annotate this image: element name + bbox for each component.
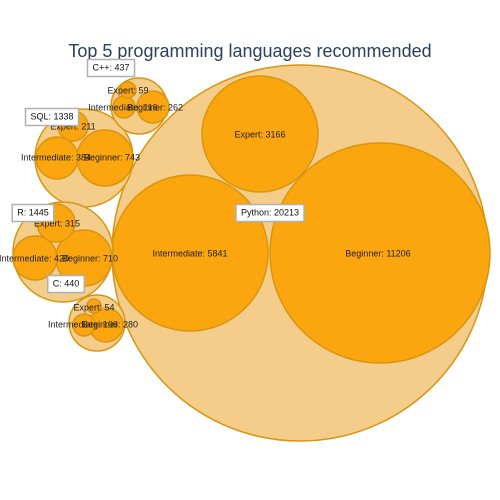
child-label-r-beginner: Beginner: 710 <box>62 253 118 263</box>
chart-title: Top 5 programming languages recommended <box>68 41 431 61</box>
child-label-c-intermediate: Intermediate: 106 <box>48 319 118 329</box>
child-label-c-expert: Expert: 54 <box>73 302 114 312</box>
tag-sql: SQL: 1338 <box>24 107 80 127</box>
child-label-sql-intermediate: Intermediate: 384 <box>21 152 91 162</box>
child-bubble-sql-intermediate[interactable] <box>35 136 79 180</box>
child-label-python-expert: Expert: 3166 <box>234 129 285 139</box>
tag-group: Python: 20213 SQL: 1338 R: 1445 C++: 437 C: … <box>11 58 305 294</box>
child-label-python-beginner: Beginner: 11206 <box>345 248 410 258</box>
child-label-r-expert: Expert: 315 <box>34 218 80 228</box>
child-label-r-intermediate: Intermediate: 420 <box>0 253 69 263</box>
child-bubble-cplusplus-beginner[interactable] <box>136 90 170 124</box>
child-label-cplusplus-intermediate: Intermediate: 116 <box>88 102 157 112</box>
tag-label-python: Python: 20213 <box>241 207 299 217</box>
tag-label-c: C: 440 <box>53 278 80 288</box>
child-label-python-intermediate: Intermediate: 5841 <box>152 248 227 258</box>
child-bubble-c-intermediate[interactable] <box>72 313 96 337</box>
child-bubble-r-intermediate[interactable] <box>12 235 58 281</box>
child-label-sql-expert: Expert: 211 <box>50 121 95 131</box>
tag-label-cplusplus: C++: 437 <box>92 62 129 72</box>
child-bubble-python-beginner[interactable] <box>269 142 491 364</box>
tag-box-cplusplus <box>86 58 136 78</box>
tag-box-sql <box>24 107 80 127</box>
tag-python: Python: 20213 <box>235 203 305 223</box>
tag-label-r: R: 1445 <box>17 207 49 217</box>
child-label-sql-beginner: Beginner: 743 <box>84 152 140 162</box>
tag-box-r <box>11 203 55 223</box>
tag-box-c <box>46 274 86 294</box>
bubble-python: Beginner: 11206 Intermediate: 5841 Expert:… <box>111 64 491 442</box>
child-bubble-c-expert[interactable] <box>86 298 102 314</box>
tag-c: C: 440 <box>46 274 86 294</box>
tag-cplusplus: C++: 437 <box>86 58 136 78</box>
tag-label-sql: SQL: 1338 <box>30 111 73 121</box>
bubble-group: Beginner: 11206 Intermediate: 5841 Expert:… <box>0 64 491 442</box>
child-bubble-python-expert[interactable] <box>201 75 319 193</box>
child-label-c-beginner: Beginner: 280 <box>82 319 138 329</box>
child-label-cplusplus-beginner: Beginner: 262 <box>127 102 183 112</box>
child-bubble-cplusplus-expert[interactable] <box>119 81 137 99</box>
tag-box-python <box>235 203 305 223</box>
tag-r: R: 1445 <box>11 203 55 223</box>
child-label-cplusplus-expert: Expert: 59 <box>107 85 148 95</box>
